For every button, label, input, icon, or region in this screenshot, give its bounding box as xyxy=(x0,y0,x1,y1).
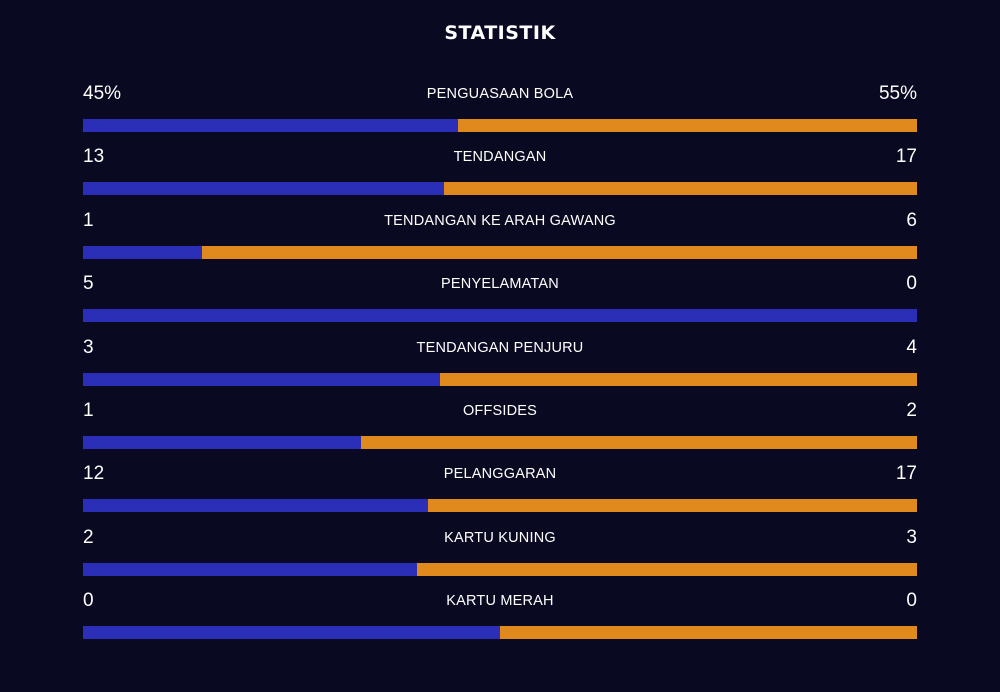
stat-row-possession: 45% PENGUASAAN BOLA 55% xyxy=(83,80,917,143)
home-bar-segment xyxy=(83,499,429,513)
away-value: 17 xyxy=(895,146,917,168)
away-bar-segment xyxy=(360,435,917,449)
away-bar-segment xyxy=(444,182,917,196)
home-value: 0 xyxy=(83,590,94,612)
stat-label: KARTU MERAH xyxy=(446,593,554,610)
home-value: 45% xyxy=(83,83,122,104)
stat-label: OFFSIDES xyxy=(462,402,538,419)
away-bar-segment xyxy=(458,119,917,132)
stat-label: KARTU KUNING xyxy=(444,529,556,546)
away-bar-segment xyxy=(500,626,917,640)
away-value: 0 xyxy=(906,273,917,295)
home-bar-segment xyxy=(83,182,445,196)
stat-row-red-cards: 0 KARTU MERAH 0 xyxy=(83,587,917,650)
stat-row-shots-on-target: 1 TENDANGAN KE ARAH GAWANG 6 xyxy=(83,207,917,270)
stat-label: PENYELAMATAN xyxy=(441,276,559,293)
home-bar-segment xyxy=(83,309,917,323)
home-value: 5 xyxy=(83,273,94,295)
comparison-bar xyxy=(83,435,917,449)
comparison-bar xyxy=(83,562,917,576)
away-bar-segment xyxy=(416,562,917,576)
away-value: 2 xyxy=(906,399,917,421)
away-value: 17 xyxy=(895,463,917,485)
away-bar-segment xyxy=(428,499,917,513)
home-bar-segment xyxy=(83,435,361,449)
stat-label: PENGUASAAN BOLA xyxy=(426,86,574,102)
stat-row-offsides: 1 OFFSIDES 2 xyxy=(83,397,917,460)
home-bar-segment xyxy=(83,245,203,259)
away-bar-segment xyxy=(202,245,917,259)
comparison-bar xyxy=(83,499,917,513)
home-bar-segment xyxy=(83,562,417,576)
away-value: 0 xyxy=(906,590,917,612)
stat-label: TENDANGAN xyxy=(453,149,547,166)
comparison-bar xyxy=(83,626,917,640)
away-value: 4 xyxy=(906,336,917,358)
away-value: 55% xyxy=(878,83,917,104)
home-value: 1 xyxy=(83,209,94,231)
away-value: 6 xyxy=(906,209,917,231)
home-value: 13 xyxy=(83,146,105,168)
away-value: 3 xyxy=(906,526,917,548)
comparison-bar xyxy=(83,309,917,323)
stat-row-saves: 5 PENYELAMATAN 0 xyxy=(83,270,917,333)
stat-label: TENDANGAN KE ARAH GAWANG xyxy=(384,212,616,229)
home-bar-segment xyxy=(83,119,459,132)
comparison-bar xyxy=(83,372,917,386)
stat-row-shots: 13 TENDANGAN 17 xyxy=(83,143,917,206)
home-bar-segment xyxy=(83,626,500,640)
stat-row-yellow-cards: 2 KARTU KUNING 3 xyxy=(83,524,917,587)
home-value: 12 xyxy=(83,463,105,485)
stat-row-corners: 3 TENDANGAN PENJURU 4 xyxy=(83,334,917,397)
home-bar-segment xyxy=(83,372,441,386)
comparison-bar xyxy=(83,245,917,259)
stat-row-fouls: 12 PELANGGARAN 17 xyxy=(83,460,917,523)
home-value: 3 xyxy=(83,336,94,358)
comparison-bar xyxy=(83,182,917,196)
stats-title: STATISTIK xyxy=(444,22,556,44)
stat-label: TENDANGAN PENJURU xyxy=(416,339,584,356)
home-value: 1 xyxy=(83,399,94,421)
away-bar-segment xyxy=(440,372,917,386)
home-value: 2 xyxy=(83,526,94,548)
comparison-bar xyxy=(83,119,917,132)
stats-list: 45% PENGUASAAN BOLA 55% 13 TENDANGAN 17 … xyxy=(83,80,917,651)
stat-label: PELANGGARAN xyxy=(443,466,557,483)
